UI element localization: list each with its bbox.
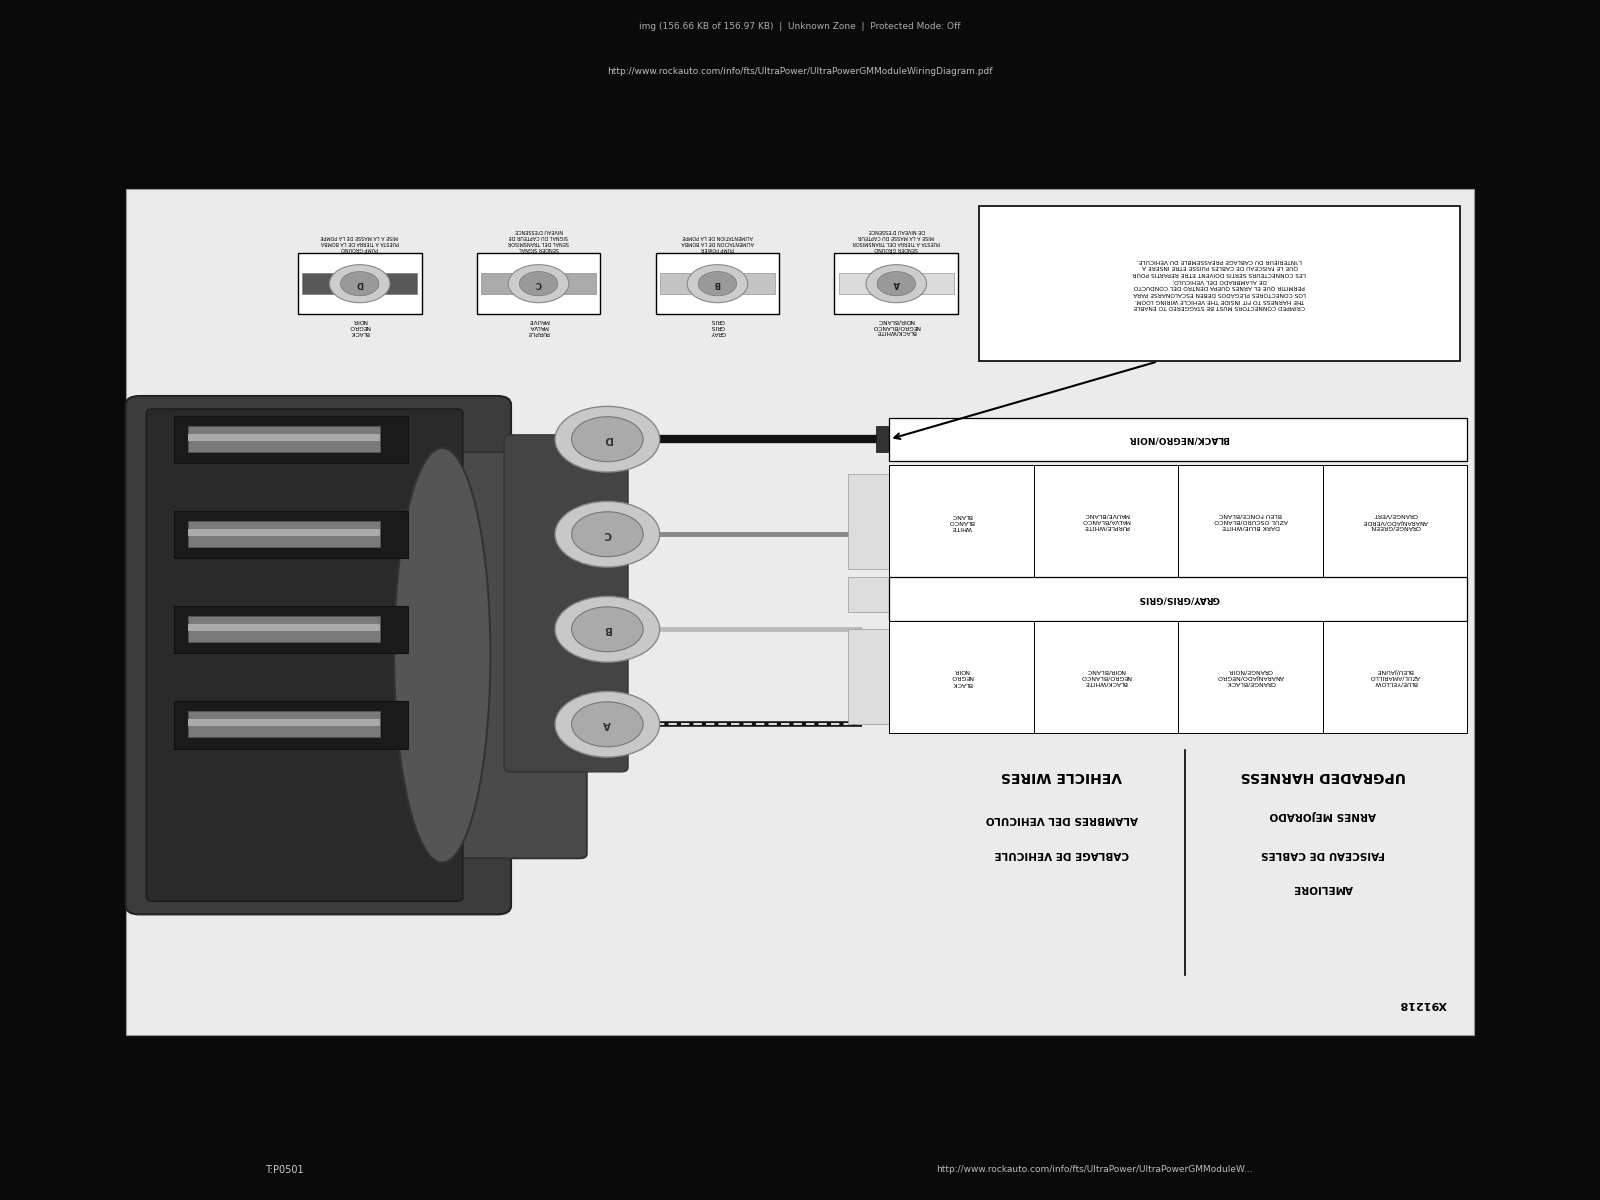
Text: D: D [603,434,611,444]
FancyBboxPatch shape [147,409,462,901]
Circle shape [341,271,379,295]
Circle shape [555,502,659,568]
Text: ALAMBRES DEL VEHICULO: ALAMBRES DEL VEHICULO [986,815,1138,824]
Text: http://www.rockauto.com/info/fts/UltraPower/UltraPowerGMModuleW...: http://www.rockauto.com/info/fts/UltraPo… [936,1165,1253,1175]
Bar [187,617,381,642]
Text: CABLAGE DE VEHICULE: CABLAGE DE VEHICULE [994,848,1128,859]
Text: ORANGE/GREEN
ANARANJADO/VERDE
ORANGE/VERT: ORANGE/GREEN ANARANJADO/VERDE ORANGE/VER… [1363,512,1427,530]
Text: A: A [603,719,611,730]
Bar [174,606,408,654]
Text: DARK BLUE/WHITE
AZUL OSCURO/BLANCO
BLEU FONCE/BLANC: DARK BLUE/WHITE AZUL OSCURO/BLANCO BLEU … [1214,512,1288,530]
Text: img (156.66 KB of 156.97 KB)  |  Unknown Zone  |  Protected Mode: Off: img (156.66 KB of 156.97 KB) | Unknown Z… [640,23,960,31]
Circle shape [555,407,659,472]
FancyBboxPatch shape [504,434,627,772]
Circle shape [686,265,747,302]
Text: C: C [603,529,611,539]
Circle shape [877,271,915,295]
Circle shape [571,511,643,557]
Bar [979,206,1461,361]
Circle shape [698,271,736,295]
Bar [187,434,381,440]
Bar [656,253,779,314]
Bar [187,529,381,536]
Bar [875,426,890,452]
Bar [174,416,408,463]
Text: AMELIORE: AMELIORE [1293,883,1354,894]
Bar [187,719,381,726]
Bar [848,577,890,612]
Text: BLUE/YELLOW
AZUL/AMARILLO
BLEU/JAUNE: BLUE/YELLOW AZUL/AMARILLO BLEU/JAUNE [1370,668,1421,685]
Bar [187,426,381,452]
Text: GRAY/GRIS/GRIS: GRAY/GRIS/GRIS [1138,594,1219,604]
Bar [302,274,418,294]
Text: CRIMPED CONNECTORS MUST BE STAGGERED TO ENABLE
THE HARNESS TO FIT INSIDE THE VEH: CRIMPED CONNECTORS MUST BE STAGGERED TO … [1133,258,1307,310]
Text: B: B [714,280,720,288]
Ellipse shape [394,448,490,863]
Text: B: B [603,624,611,635]
Bar [890,418,1467,461]
Bar [848,474,890,569]
Text: BLACK
NEGRO
NOIR: BLACK NEGRO NOIR [950,668,973,685]
Bar [477,253,600,314]
Text: PURPLE/WHITE
MALVA/BLANCO
MAUVE/BLANC: PURPLE/WHITE MALVA/BLANCO MAUVE/BLANC [1082,512,1131,530]
Text: FAISCEAU DE CABLES: FAISCEAU DE CABLES [1261,848,1386,859]
FancyBboxPatch shape [435,452,587,858]
Circle shape [330,265,390,302]
Bar [1034,466,1178,577]
Text: C: C [536,280,542,288]
Text: D: D [357,280,363,288]
Bar [480,274,597,294]
Text: A: A [893,280,899,288]
Text: PUMP GROUND
PUESTA A TIERRA DE LA BOMBA
MISE A LA MASSE DE LA POMPE: PUMP GROUND PUESTA A TIERRA DE LA BOMBA … [320,234,398,251]
Circle shape [571,416,643,462]
Text: GRAY
GRIS
GRIS: GRAY GRIS GRIS [710,318,725,335]
Bar [835,253,958,314]
Bar [1178,466,1323,577]
Text: BLACK/WHITE
NEGRO/BLANCO
NOIR/BLANC: BLACK/WHITE NEGRO/BLANCO NOIR/BLANC [1080,668,1131,685]
Bar [174,701,408,749]
Bar [174,511,408,558]
Bar [298,253,422,314]
Text: SENDER GROUND
PUESTA A TIERRA DEL TRANSMISOR
MISE A LA MASSE DU CAPTEUR
DE NIVEA: SENDER GROUND PUESTA A TIERRA DEL TRANSM… [853,228,941,251]
Text: VEHICLE WIRES: VEHICLE WIRES [1002,769,1122,784]
Text: BLACK/WHITE
NEGRO/BLANCO
NOIR/BLANC: BLACK/WHITE NEGRO/BLANCO NOIR/BLANC [872,318,920,335]
Text: SENDER SIGNAL
SENAL DEL TRANSMISOR
SIGNAL DU CAPTEUR DE
NIVEAU D'ESSENCE: SENDER SIGNAL SENAL DEL TRANSMISOR SIGNA… [507,228,570,251]
Bar [187,624,381,631]
Text: ORANGE/BLACK
ANARANJADO/NEGRO
ORANGE/NOIR: ORANGE/BLACK ANARANJADO/NEGRO ORANGE/NOI… [1218,668,1285,685]
Text: ARNES MEJORADO: ARNES MEJORADO [1270,810,1376,820]
Circle shape [866,265,926,302]
Bar [838,274,954,294]
Text: X91218: X91218 [1400,1000,1446,1009]
Text: BLACK
NEGRO
NOIR: BLACK NEGRO NOIR [349,318,371,335]
Circle shape [555,596,659,662]
FancyBboxPatch shape [126,396,510,914]
Bar [1178,620,1323,733]
Circle shape [571,702,643,746]
Bar [848,629,890,725]
Circle shape [520,271,558,295]
Circle shape [555,691,659,757]
Bar [890,620,1034,733]
Text: UPGRADED HARNESS: UPGRADED HARNESS [1240,769,1405,784]
Text: PURPLE
MALVA
MAUVE: PURPLE MALVA MAUVE [528,318,550,335]
Bar [1034,620,1178,733]
Circle shape [571,607,643,652]
Text: PUMP POWER
ALIMENTACION DE LA BOMBA
ALIMENTATION DE LA POMPE: PUMP POWER ALIMENTACION DE LA BOMBA ALIM… [682,234,754,251]
Bar [659,274,776,294]
Text: http://www.rockauto.com/info/fts/UltraPower/UltraPowerGMModuleWiringDiagram.pdf: http://www.rockauto.com/info/fts/UltraPo… [608,67,992,77]
Bar [187,712,381,737]
Bar [1323,620,1467,733]
Bar [187,521,381,547]
Bar [890,577,1467,620]
Text: T:P0501: T:P0501 [266,1165,304,1175]
Circle shape [509,265,570,302]
Bar [890,466,1034,577]
Bar [1323,466,1467,577]
Text: WHITE
BLANCO
BLANC: WHITE BLANCO BLANC [949,512,974,530]
Text: BLACK/NEGRO/NOIR: BLACK/NEGRO/NOIR [1128,434,1229,444]
